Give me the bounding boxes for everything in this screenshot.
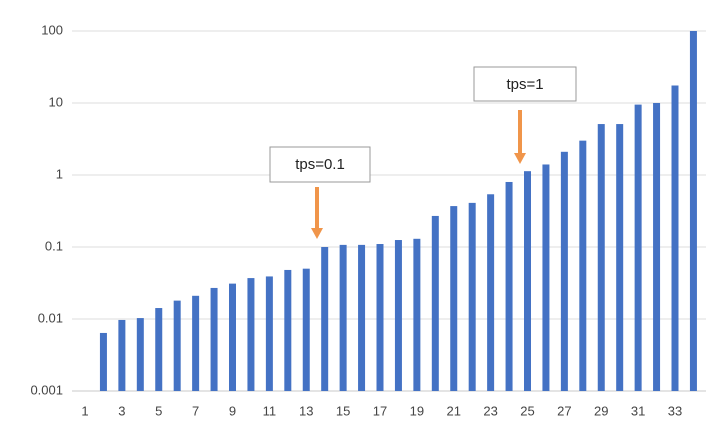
x-tick-label: 3: [118, 403, 125, 418]
bar: [229, 283, 236, 391]
bar: [634, 104, 642, 392]
x-tick-label: 21: [447, 403, 461, 418]
bar: [597, 124, 605, 392]
bar: [671, 85, 679, 392]
bar: [302, 268, 310, 391]
x-tick-label: 23: [483, 403, 497, 418]
bar: [173, 300, 181, 391]
annotation-box: [473, 66, 577, 102]
x-tick-label: 25: [520, 403, 534, 418]
bar: [487, 194, 495, 391]
bar: [394, 240, 402, 391]
bar: [99, 332, 107, 391]
bar: [118, 319, 126, 391]
annotation-text: tps=1: [506, 76, 543, 93]
bar: [321, 247, 329, 391]
y-tick-label: 0.01: [38, 310, 63, 325]
x-tick-label: 5: [155, 403, 162, 418]
y-tick-label: 0.1: [45, 238, 63, 253]
x-tick-label: 19: [410, 403, 424, 418]
x-tick-label: 33: [668, 403, 682, 418]
bar: [689, 31, 697, 391]
y-tick-label: 1: [56, 166, 63, 181]
x-tick-label: 9: [229, 403, 236, 418]
bar: [376, 244, 384, 391]
x-tick-label: 29: [594, 403, 608, 418]
bar: [192, 295, 200, 391]
bar: [247, 278, 255, 391]
bar: [579, 140, 587, 391]
annotation: tps=1: [473, 66, 577, 164]
y-tick-label: 0.001: [30, 382, 63, 397]
bar: [155, 308, 163, 391]
arrow-head: [311, 228, 323, 239]
bar: [616, 124, 624, 392]
bar: [450, 206, 458, 391]
bar: [210, 287, 218, 391]
annotation: tps=0.1: [269, 146, 371, 239]
bar: [653, 103, 661, 391]
x-tick-label: 7: [192, 403, 199, 418]
x-tick-label: 13: [299, 403, 313, 418]
x-tick-label: 31: [631, 403, 645, 418]
bar: [265, 276, 273, 391]
bar: [505, 181, 513, 391]
bar: [524, 171, 531, 391]
arrow-head: [514, 153, 526, 164]
bar: [413, 238, 421, 391]
x-tick-label: 17: [373, 403, 387, 418]
x-tick-label: 15: [336, 403, 350, 418]
annotation-text: tps=0.1: [295, 156, 345, 173]
bar: [136, 318, 144, 391]
bar: [339, 244, 347, 391]
bar: [542, 164, 550, 391]
bar: [431, 215, 439, 391]
y-tick-label: 10: [49, 94, 63, 109]
x-tick-label: 1: [81, 403, 88, 418]
x-tick-label: 11: [263, 403, 277, 418]
bar: [560, 151, 568, 391]
bar: [358, 244, 366, 391]
y-tick-label: 100: [41, 22, 63, 37]
bar: [284, 269, 292, 391]
x-tick-label: 27: [557, 403, 571, 418]
annotation-box: [269, 146, 371, 183]
bar: [468, 202, 476, 391]
